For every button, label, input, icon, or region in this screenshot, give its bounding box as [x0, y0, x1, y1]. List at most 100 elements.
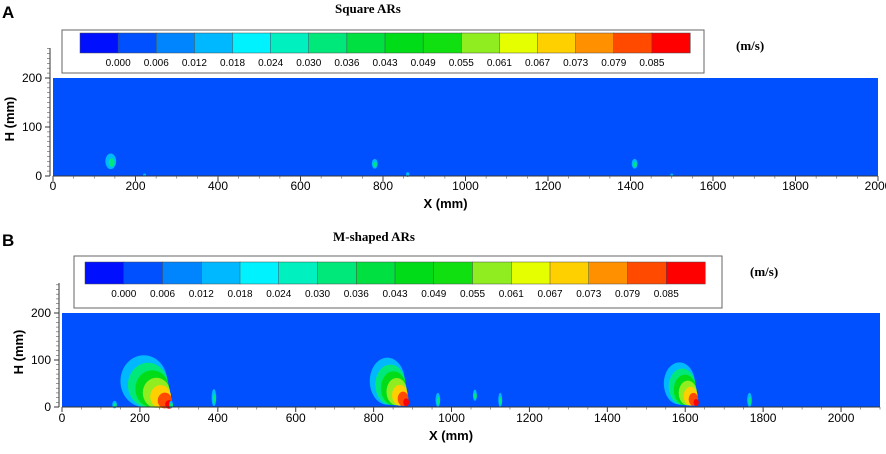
x-tick-label: 1400: [594, 411, 621, 425]
colorbar-tick-label: 0.067: [537, 289, 562, 300]
colorbar-swatch: [511, 261, 551, 285]
colorbar-swatch: [384, 32, 424, 54]
velocity-hotspot: [371, 158, 378, 169]
velocity-field: [62, 313, 880, 407]
velocity-hotspot: [105, 153, 117, 170]
contour-level: [748, 397, 752, 405]
contour-level: [169, 403, 173, 408]
colorbar-swatch: [194, 32, 234, 54]
colorbar-swatch: [270, 32, 310, 54]
colorbar-swatch: [651, 32, 691, 54]
panel-title: M-shaped ARs: [333, 229, 415, 244]
x-tick-label: 1600: [672, 411, 699, 425]
colorbar-swatch: [433, 261, 474, 285]
x-tick-label: 1000: [452, 179, 479, 193]
x-tick-label: 2000: [865, 179, 886, 193]
y-tick-label: 100: [31, 353, 51, 367]
y-axis-title: H (mm): [2, 97, 17, 142]
y-tick-label: 100: [22, 120, 42, 134]
colorbar-swatch: [239, 261, 280, 285]
x-tick-label: 1600: [700, 179, 727, 193]
y-tick-label: 200: [22, 71, 42, 85]
colorbar-swatch: [346, 32, 386, 54]
velocity-hotspot: [435, 392, 441, 408]
y-tick-label: 0: [35, 169, 42, 183]
colorbar-tick-label: 0.006: [150, 289, 175, 300]
colorbar-tick-label: 0.079: [615, 289, 640, 300]
velocity-hotspot: [472, 389, 477, 401]
velocity-hotspot: [369, 357, 410, 407]
colorbar-swatch: [461, 32, 500, 54]
x-tick-label: 400: [208, 411, 228, 425]
colorbar-tick-label: 0.030: [296, 58, 321, 69]
unit-label: (m/s): [750, 264, 778, 279]
colorbar-swatch: [472, 261, 512, 285]
contour-level: [633, 161, 637, 168]
colorbar-tick-label: 0.036: [344, 289, 369, 300]
contour-level: [436, 397, 440, 405]
x-tick-label: 1800: [750, 411, 777, 425]
panel-label: A: [2, 3, 14, 22]
x-tick-label: 200: [125, 179, 145, 193]
colorbar-swatch: [162, 261, 202, 285]
x-axis-title: X (mm): [429, 428, 473, 443]
colorbar-tick-label: 0.043: [382, 289, 407, 300]
x-axis-title: X (mm): [423, 196, 467, 211]
colorbar-tick-label: 0.061: [487, 58, 512, 69]
y-axis-title: H (mm): [11, 330, 26, 375]
colorbar-tick-label: 0.012: [189, 289, 214, 300]
velocity-hotspot: [747, 392, 752, 408]
colorbar-swatch: [627, 261, 667, 285]
velocity-field: [53, 78, 878, 176]
colorbar-tick-label: 0.085: [639, 58, 664, 69]
colorbar-tick-label: 0.061: [499, 289, 524, 300]
contour-level: [499, 397, 503, 405]
colorbar-swatch: [588, 261, 629, 285]
contour-level: [473, 393, 477, 400]
panel-title: Square ARs: [335, 1, 401, 16]
colorbar-swatch: [575, 32, 615, 54]
colorbar-swatch: [156, 32, 195, 54]
colorbar-tick-label: 0.024: [266, 289, 291, 300]
colorbar-swatch: [317, 261, 357, 285]
colorbar-tick-label: 0.049: [411, 58, 436, 69]
colorbar-swatch: [232, 32, 272, 54]
x-tick-label: 1200: [516, 411, 543, 425]
colorbar-tick-label: 0.036: [334, 58, 359, 69]
panel-label: B: [2, 231, 14, 250]
contour-level: [212, 394, 216, 404]
colorbar-tick-label: 0.030: [305, 289, 330, 300]
velocity-hotspot: [631, 158, 638, 169]
colorbar-swatch: [201, 261, 241, 285]
colorbar-swatch: [123, 261, 164, 285]
y-tick-label: 200: [31, 306, 51, 320]
x-tick-label: 600: [290, 179, 310, 193]
colorbar-swatch: [613, 32, 653, 54]
x-tick-label: 0: [50, 179, 57, 193]
panel-A: A Square ARs 0.000 0.006 0.012 0.018 0.024 0.03…: [2, 1, 886, 211]
colorbar-swatch: [394, 261, 435, 285]
colorbar-tick-label: 0.000: [106, 58, 131, 69]
x-tick-label: 0: [59, 411, 66, 425]
velocity-hotspot: [663, 362, 699, 407]
colorbar-swatch: [117, 32, 157, 54]
colorbar-tick-label: 0.079: [601, 58, 626, 69]
colorbar-swatch: [537, 32, 577, 54]
contour-level: [108, 158, 115, 167]
colorbar-tick-label: 0.085: [654, 289, 679, 300]
colorbar-tick-label: 0.055: [449, 58, 474, 69]
contour-level: [373, 161, 377, 168]
colorbar-tick-label: 0.067: [525, 58, 550, 69]
colorbar-tick-label: 0.018: [220, 58, 245, 69]
colorbar-tick-label: 0.073: [563, 58, 588, 69]
x-tick-label: 2000: [828, 411, 855, 425]
colorbar-swatch: [278, 261, 319, 285]
x-tick-label: 800: [364, 411, 384, 425]
colorbar-tick-label: 0.018: [227, 289, 252, 300]
panel-B: B M-shaped ARs 0.000 0.006 0.012 0.018 0.024 0.…: [2, 229, 881, 443]
colorbar-tick-label: 0.073: [576, 289, 601, 300]
x-tick-label: 600: [286, 411, 306, 425]
x-tick-label: 1800: [782, 179, 809, 193]
colorbar-tick-label: 0.055: [460, 289, 485, 300]
